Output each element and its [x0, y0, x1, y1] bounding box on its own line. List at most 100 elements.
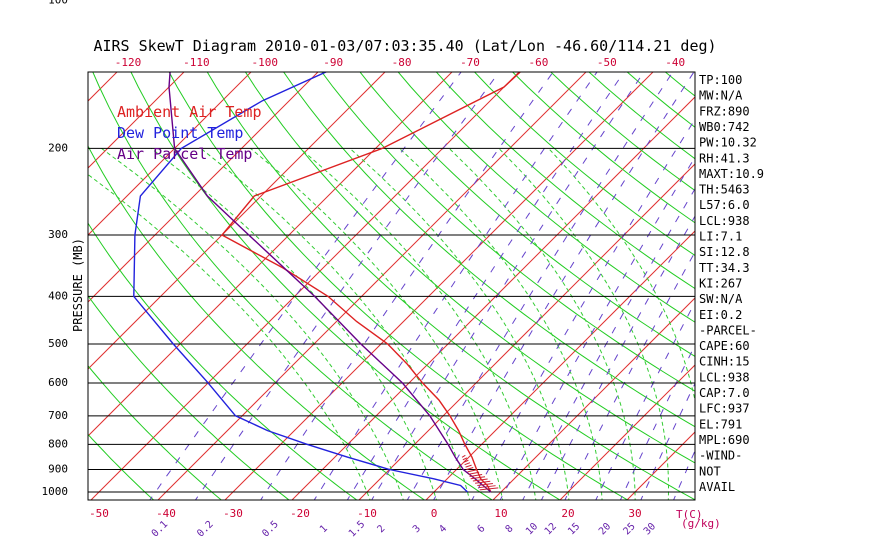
moist-adiabat: [498, 148, 669, 500]
index-entry: TH:5463: [699, 183, 750, 197]
index-entry: FRZ:890: [699, 104, 750, 118]
mixing-ratio-tick-label: 1.5: [347, 519, 368, 540]
mixing-ratio-tick-label: 0.5: [260, 519, 281, 540]
bottom-temp-tick-label: 0: [431, 507, 438, 520]
mixing-ratio-line: [640, 382, 695, 500]
cape-hatch: [467, 469, 477, 473]
mixing-ratio-line: [313, 72, 598, 500]
mixing-ratio-line: [471, 118, 695, 500]
index-entry: EL:791: [699, 417, 742, 431]
top-temp-tick-label: -40: [665, 56, 685, 69]
plot-frame: [87, 71, 696, 501]
mixing-ratio-tick-label: 30: [642, 521, 658, 537]
top-temp-tick-label: -100: [252, 56, 279, 69]
legend: Ambient Air Temp Dew Point Temp Air Parcel…: [117, 103, 262, 163]
bottom-temp-tick-label: -50: [89, 507, 109, 520]
index-entry: MW:N/A: [699, 89, 743, 103]
isotherm: [90, 72, 520, 500]
bottom-temp-tick-label: -30: [223, 507, 243, 520]
mixing-ratio-line: [619, 344, 695, 500]
y-axis-label: PRESSURE (MB): [71, 238, 85, 332]
top-temp-tick-label: -90: [323, 56, 343, 69]
isotherm: [0, 72, 50, 500]
mixing-ratio-line: [564, 251, 695, 500]
pressure-tick-label: 1000: [42, 485, 69, 498]
index-entry: CAPE:60: [699, 339, 750, 353]
mixing-ratio-tick-label: 15: [566, 521, 582, 537]
cape-hatch: [464, 462, 471, 466]
bottom-temp-tick-label: 30: [628, 507, 641, 520]
legend-entry: Dew Point Temp: [117, 124, 243, 142]
moist-adiabat: [548, 148, 695, 403]
dry-adiabat: [359, 72, 695, 357]
isotherm: [88, 72, 118, 102]
bottom-temp-tick-label: -20: [290, 507, 310, 520]
isotherm: [358, 163, 695, 500]
index-entry: AVAIL: [699, 480, 735, 494]
isotherm: [88, 72, 185, 169]
grid-layer: [0, 11, 870, 503]
index-entry: LCL:938: [699, 370, 750, 384]
pressure-tick-label: 100: [48, 0, 68, 6]
dry-adiabat: [0, 11, 20, 503]
bottom-temp-tick-label: -10: [357, 507, 377, 520]
isotherm: [157, 72, 587, 500]
cape-hatch: [472, 478, 488, 482]
dry-adiabat: [168, 72, 629, 500]
pressure-tick-label: 900: [48, 463, 68, 476]
series-layer: [133, 72, 522, 493]
cape-hatch: [462, 457, 468, 461]
mixing-ratio-tick-label: 10: [524, 521, 540, 537]
pressure-tick-label: 400: [48, 289, 68, 302]
cape-hatch: [477, 483, 493, 486]
dry-adiabat: [511, 72, 695, 224]
mixing-ratio-unit-label: (g/kg): [681, 517, 721, 530]
isotherm: [761, 72, 870, 500]
dry-adiabat: [206, 72, 695, 500]
mixing-ratio-line: [371, 72, 645, 500]
top-temp-tick-label: -50: [597, 56, 617, 69]
top-temp-tick-label: -80: [392, 56, 412, 69]
dry-adiabat: [130, 72, 561, 500]
moist-adiabat: [349, 148, 570, 500]
cape-hatch: [479, 487, 499, 491]
series-line-dew-point-temp: [133, 72, 468, 493]
mixing-ratio-tick-label: 12: [543, 521, 559, 537]
isotherm: [492, 297, 695, 500]
index-entry: CAP:7.0: [699, 386, 750, 400]
cape-hatch: [469, 474, 483, 477]
isotherm: [88, 72, 386, 370]
legend-entry: Ambient Air Temp: [117, 103, 262, 121]
index-entry: LFC:937: [699, 402, 750, 416]
dry-adiabat: [632, 11, 870, 503]
dry-adiabat: [88, 365, 223, 500]
top-temp-tick-label: -60: [528, 56, 548, 69]
dry-adiabat: [88, 145, 426, 500]
bottom-temp-tick-label: 10: [494, 507, 507, 520]
index-entry: EI:0.2: [699, 308, 742, 322]
index-entry: MAXT:10.9: [699, 167, 764, 181]
index-entry: CINH:15: [699, 355, 750, 369]
moist-adiabat: [200, 148, 471, 500]
moist-adiabat: [88, 173, 371, 500]
index-entry: SW:N/A: [699, 292, 743, 306]
dry-adiabat: [668, 11, 870, 503]
series-line-air-parcel-temp: [168, 72, 492, 493]
mixing-ratio-line: [194, 72, 500, 500]
mixing-ratio-tick-label: 1: [318, 523, 330, 535]
pressure-tick-label: 200: [48, 141, 68, 154]
mixing-ratio-line: [540, 215, 695, 500]
cape-hatch: [478, 485, 496, 489]
isotherm: [559, 364, 695, 500]
dry-adiabat: [738, 11, 870, 503]
index-entry: PW:10.32: [699, 136, 757, 150]
index-entry: LCL:938: [699, 214, 750, 228]
pressure-tick-label: 500: [48, 337, 68, 350]
index-entry: LI:7.1: [699, 230, 742, 244]
index-entry: NOT: [699, 464, 721, 478]
cape-hatch: [475, 480, 491, 484]
mixing-ratio-tick-label: 2: [375, 523, 387, 535]
mixing-ratio-line: [433, 72, 695, 500]
